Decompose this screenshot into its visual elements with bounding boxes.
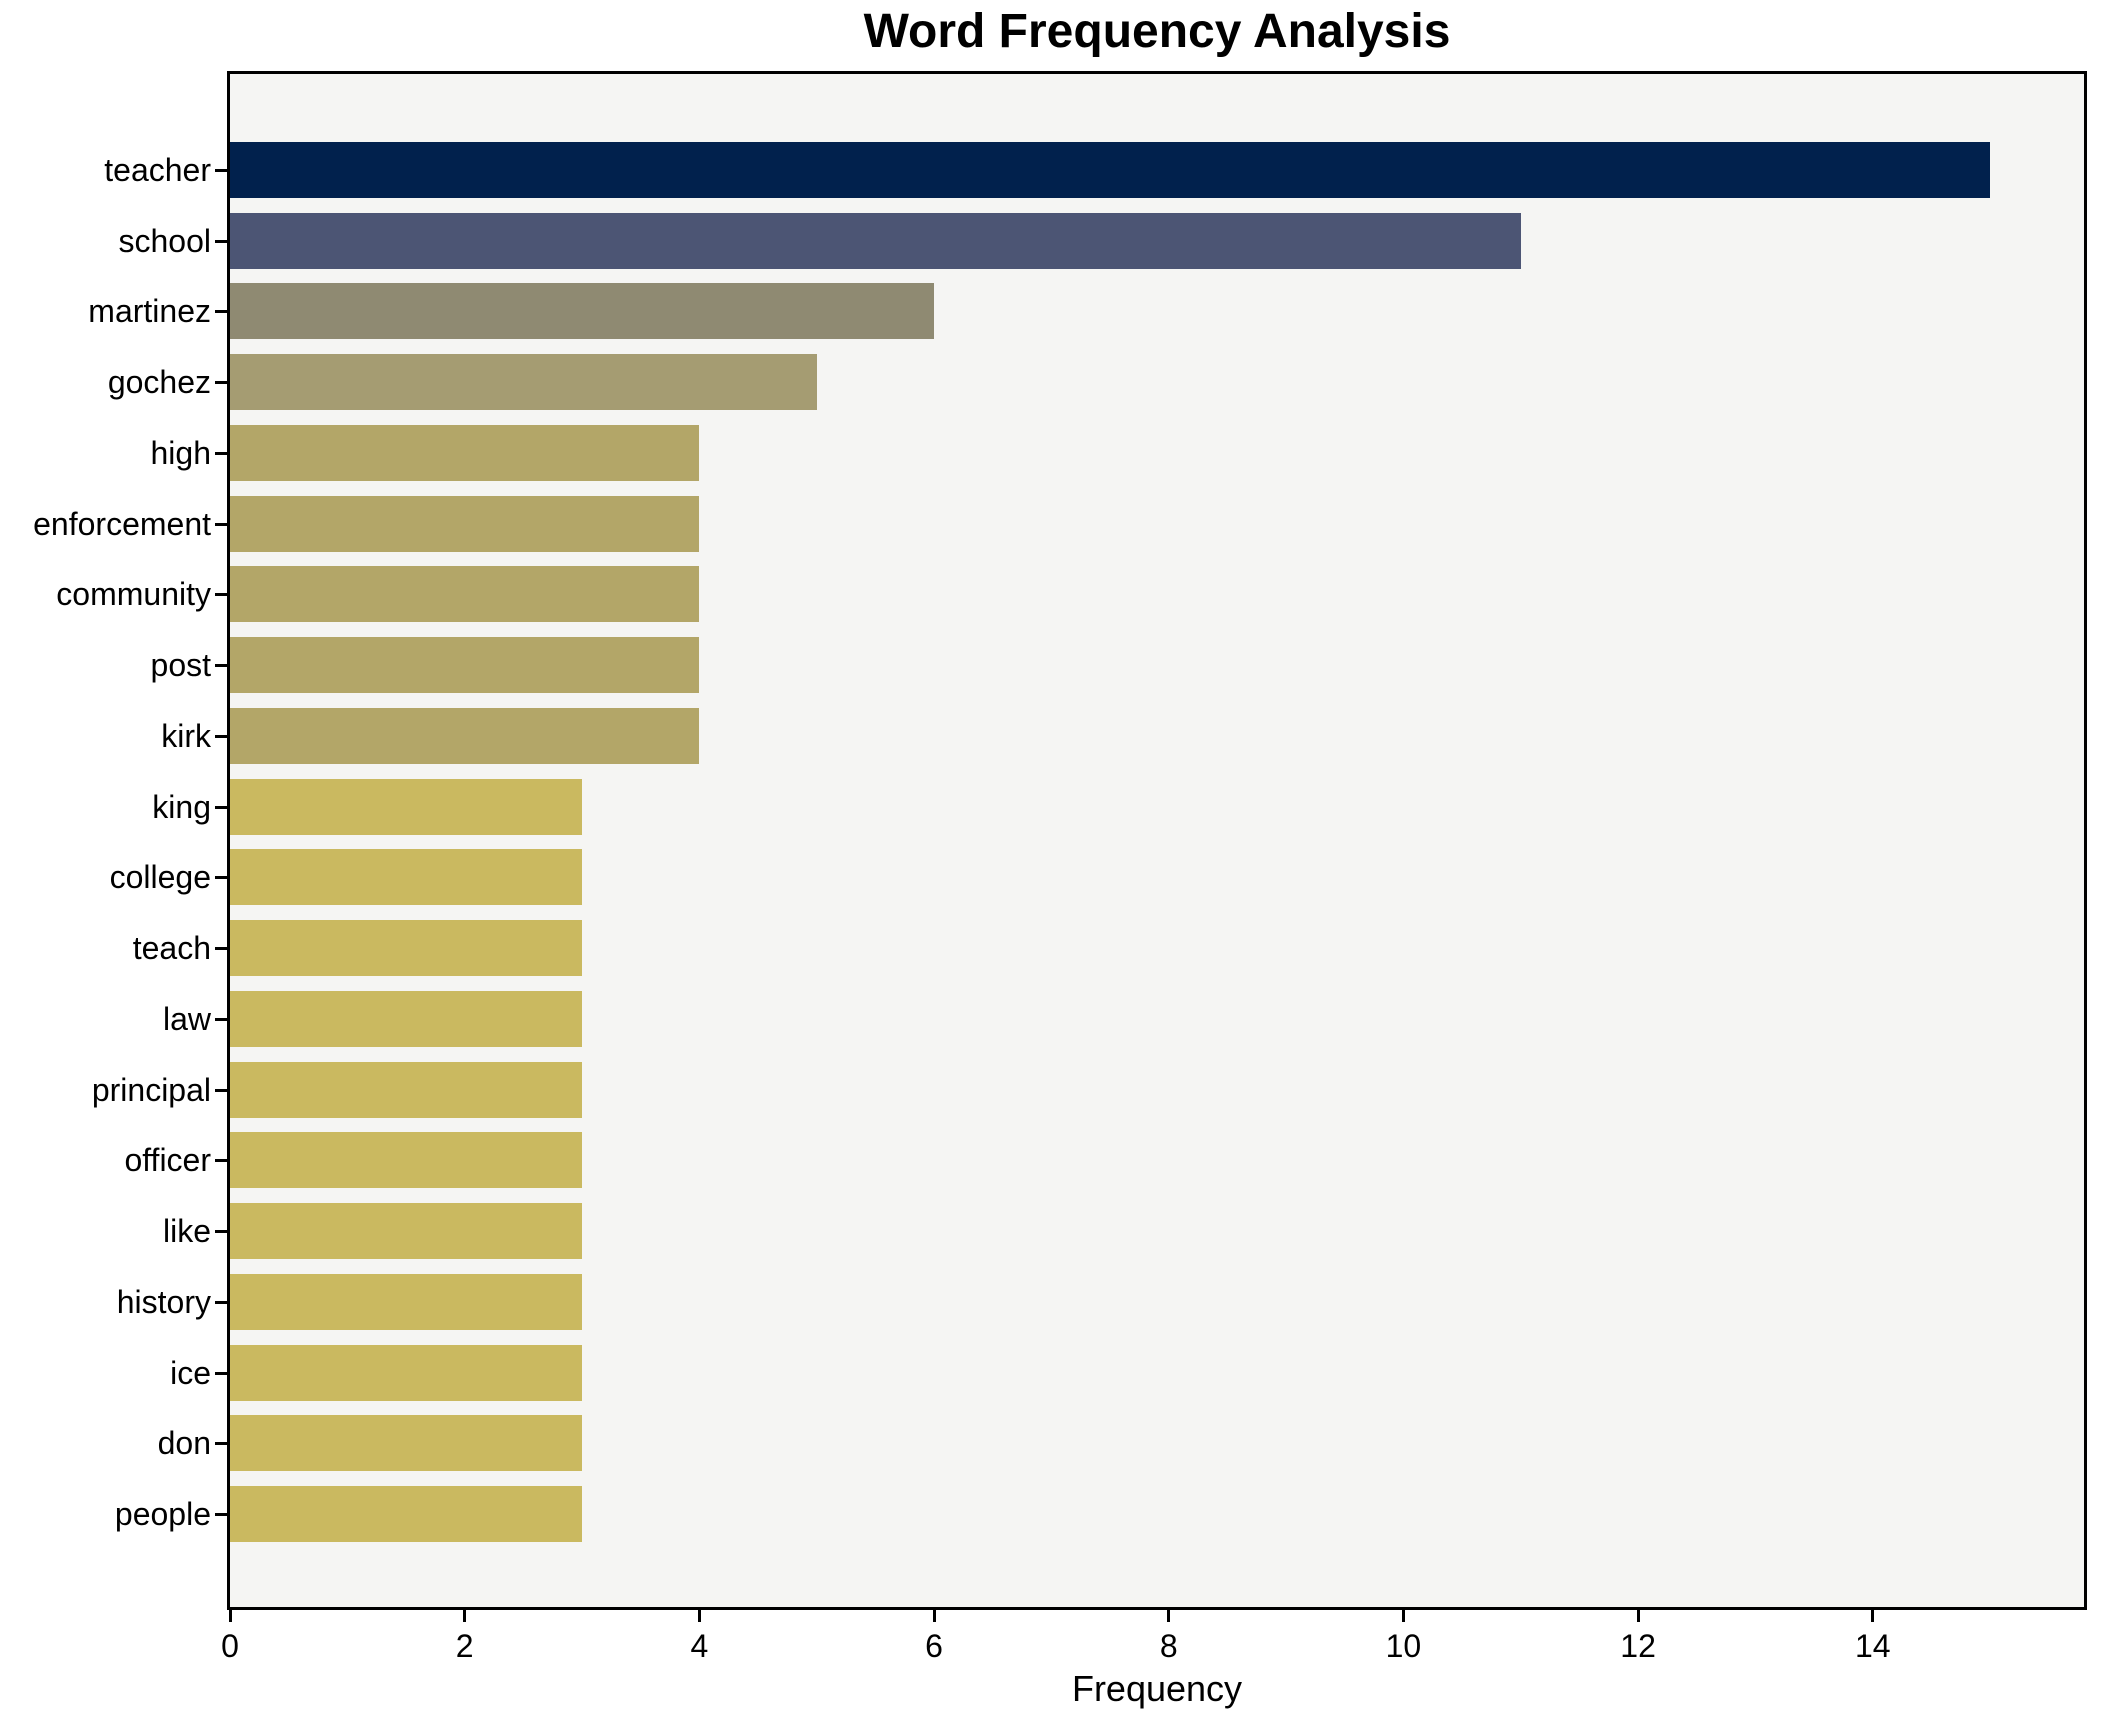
bar-college	[230, 849, 583, 906]
x-tick-mark	[697, 1610, 701, 1622]
y-tick-mark	[215, 1230, 227, 1234]
x-tick-mark	[1871, 1610, 1875, 1622]
y-tick-label-officer: officer	[124, 1142, 211, 1179]
x-tick-mark	[463, 1610, 467, 1622]
y-tick-label-school: school	[118, 222, 212, 259]
bar-post	[230, 637, 700, 694]
bar-don	[230, 1415, 583, 1472]
y-tick-label-people: people	[114, 1496, 211, 1533]
bar-people	[230, 1486, 583, 1543]
bar-gochez	[230, 354, 817, 411]
bar-history	[230, 1273, 583, 1330]
y-tick-label-like: like	[162, 1213, 211, 1250]
bar-officer	[230, 1132, 583, 1189]
y-tick-label-enforcement: enforcement	[33, 505, 211, 542]
bar-school	[230, 212, 1521, 269]
y-tick-mark	[215, 1513, 227, 1517]
x-tick-label-14: 14	[1854, 1628, 1891, 1664]
y-tick-label-teacher: teacher	[104, 152, 211, 188]
bar-king	[230, 778, 583, 835]
y-tick-label-law: law	[162, 1000, 211, 1037]
bar-enforcement	[230, 495, 700, 552]
bar-community	[230, 566, 700, 623]
y-tick-mark	[215, 522, 227, 526]
x-tick-label-12: 12	[1620, 1628, 1656, 1664]
y-tick-mark	[215, 1371, 227, 1375]
y-tick-mark	[215, 310, 227, 314]
y-tick-label-don: don	[157, 1425, 211, 1462]
x-tick-mark	[1167, 1610, 1171, 1622]
y-tick-label-history: history	[116, 1283, 211, 1320]
bar-ice	[230, 1344, 583, 1401]
y-tick-label-principal: principal	[91, 1071, 211, 1108]
x-tick-mark	[1401, 1610, 1405, 1622]
y-tick-mark	[215, 1088, 227, 1092]
y-tick-mark	[215, 876, 227, 880]
y-tick-label-community: community	[56, 576, 211, 613]
x-tick-label-6: 6	[925, 1628, 943, 1664]
y-tick-label-kirk: kirk	[161, 717, 211, 754]
y-tick-mark	[215, 805, 227, 809]
bar-kirk	[230, 707, 700, 764]
x-tick-label-10: 10	[1385, 1628, 1422, 1664]
y-tick-label-martinez: martinez	[88, 293, 211, 330]
y-tick-mark	[215, 451, 227, 455]
bar-martinez	[230, 283, 935, 340]
y-tick-label-ice: ice	[170, 1354, 211, 1391]
y-tick-label-college: college	[109, 859, 211, 896]
y-tick-label-teach: teach	[132, 930, 211, 967]
y-tick-mark	[215, 734, 227, 738]
y-tick-mark	[215, 381, 227, 385]
x-tick-mark	[228, 1610, 232, 1622]
chart-title: Word Frequency Analysis	[863, 5, 1451, 58]
y-tick-label-post: post	[150, 647, 211, 684]
bar-teach	[230, 920, 583, 977]
bar-like	[230, 1203, 583, 1260]
y-tick-mark	[215, 947, 227, 951]
bar-law	[230, 990, 583, 1047]
y-tick-mark	[215, 593, 227, 597]
x-tick-mark	[932, 1610, 936, 1622]
x-tick-mark	[1636, 1610, 1640, 1622]
x-tick-label-4: 4	[690, 1628, 709, 1664]
y-tick-mark	[215, 1300, 227, 1304]
y-tick-label-high: high	[150, 434, 212, 471]
y-tick-mark	[215, 169, 227, 172]
bar-high	[230, 424, 700, 481]
x-tick-label-0: 0	[221, 1628, 239, 1664]
y-tick-mark	[215, 1159, 227, 1163]
y-tick-mark	[215, 239, 227, 243]
y-tick-label-king: king	[152, 788, 211, 825]
bar-teacher	[230, 142, 1991, 198]
y-tick-label-gochez: gochez	[107, 364, 211, 401]
bar-principal	[230, 1061, 583, 1118]
x-axis-label: Frequency	[1071, 1668, 1243, 1709]
x-tick-label-2: 2	[455, 1628, 474, 1664]
y-tick-mark	[215, 1017, 227, 1021]
x-tick-label-8: 8	[1159, 1628, 1178, 1664]
y-tick-mark	[215, 664, 227, 668]
plot-area	[227, 71, 2087, 1610]
y-tick-mark	[215, 1442, 227, 1446]
